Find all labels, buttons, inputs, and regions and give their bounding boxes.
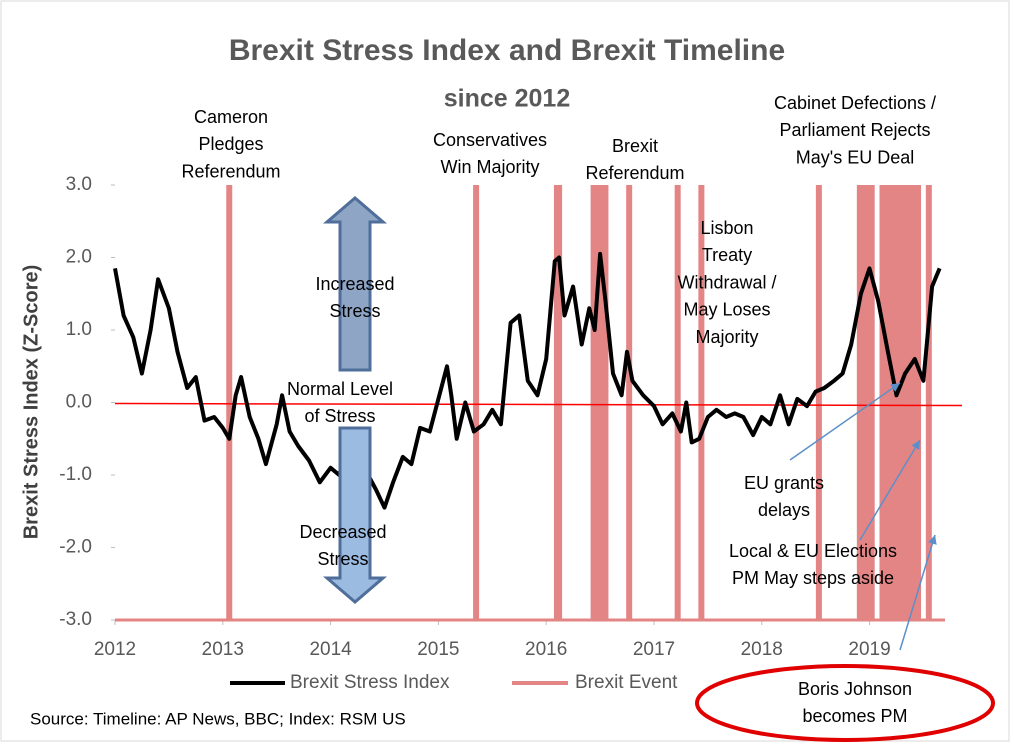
y-tick-label: 1.0: [66, 319, 92, 340]
chart-subtitle: since 2012: [444, 85, 571, 113]
y-tick-label: 0.0: [66, 392, 92, 413]
event-bar: [893, 185, 900, 620]
legend-label: Brexit Event: [575, 672, 678, 693]
annotation: Referendum: [181, 161, 280, 181]
y-tick-label: -3.0: [59, 609, 92, 630]
annotation: of Stress: [304, 406, 375, 426]
annotation: Stress: [329, 301, 380, 321]
y-tick-label: -1.0: [59, 464, 92, 485]
event-bar: [901, 185, 908, 620]
increase-arrow: [322, 196, 388, 372]
annotation: delays: [758, 500, 810, 520]
annotation: Stress: [317, 549, 368, 569]
chart-title: Brexit Stress Index and Brexit Timeline: [229, 34, 785, 67]
event-bar: [226, 185, 233, 620]
pointer-arrow: [789, 382, 901, 461]
annotation: Decreased: [299, 522, 386, 542]
event-bar: [815, 185, 822, 620]
event-bar: [590, 185, 597, 620]
annotation: Withdrawal /: [677, 272, 776, 292]
event-bar: [861, 185, 868, 620]
x-tick-label: 2019: [848, 639, 890, 660]
event-bar: [864, 185, 871, 620]
event-bar: [856, 185, 863, 620]
event-bar: [598, 185, 605, 620]
annotation: PM May steps aside: [732, 568, 894, 588]
annotation: EU grants: [744, 473, 824, 493]
annotation: Normal Level: [287, 379, 393, 399]
y-axis-title: Brexit Stress Index (Z-Score): [20, 265, 42, 540]
event-bar: [925, 185, 932, 620]
pointer-arrow: [859, 439, 921, 541]
event-bar: [879, 185, 886, 620]
highlight-ellipse: [695, 664, 995, 742]
event-bar: [593, 185, 600, 620]
legend-label: Brexit Stress Index: [290, 672, 450, 693]
event-bar: [556, 185, 563, 620]
annotation: Brexit: [612, 136, 658, 156]
y-tick-label: 3.0: [66, 174, 92, 195]
decrease-arrow: [322, 426, 388, 604]
x-tick-label: 2013: [202, 639, 244, 660]
event-bar: [626, 185, 633, 620]
source: Source: Timeline: AP News, BBC; Index: R…: [30, 709, 406, 728]
annotation: Increased: [315, 274, 394, 294]
pointer-arrow: [899, 534, 937, 651]
annotation: Cabinet Defections /: [774, 93, 936, 113]
annotation: Cameron: [194, 107, 268, 127]
x-tick-label: 2015: [417, 639, 459, 660]
event-bar: [896, 185, 903, 620]
x-tick-label: 2016: [525, 639, 567, 660]
x-tick-label: 2017: [633, 639, 675, 660]
annotation: Referendum: [585, 163, 684, 183]
annotation: becomes PM: [802, 706, 907, 726]
event-bar: [889, 185, 896, 620]
event-bar: [905, 185, 912, 620]
event-bar: [909, 185, 916, 620]
event-bar: [473, 185, 480, 620]
zero-line: [114, 402, 963, 407]
stress-line: [113, 251, 942, 510]
annotation: Majority: [695, 327, 758, 347]
annotation: May Loses: [683, 300, 770, 320]
event-bar: [602, 185, 609, 620]
annotation: Pledges: [198, 134, 263, 154]
y-tick-label: 2.0: [66, 247, 92, 268]
event-bar: [674, 185, 681, 620]
annotation: Boris Johnson: [798, 679, 912, 699]
annotation: Parliament Rejects: [779, 120, 930, 140]
event-bar: [698, 185, 705, 620]
annotation: Win Majority: [440, 157, 539, 177]
event-bar: [915, 185, 922, 620]
annotation: May's EU Deal: [796, 147, 914, 167]
y-tick-label: -2.0: [59, 537, 92, 558]
annotation: Treaty: [702, 245, 752, 265]
annotation: Local & EU Elections: [729, 541, 897, 561]
annotation: Conservatives: [433, 130, 547, 150]
x-tick-label: 2012: [94, 639, 136, 660]
x-tick-label: 2014: [309, 639, 352, 660]
event-bar: [884, 185, 891, 620]
x-tick-label: 2018: [741, 639, 783, 660]
annotation: Lisbon: [700, 218, 753, 238]
